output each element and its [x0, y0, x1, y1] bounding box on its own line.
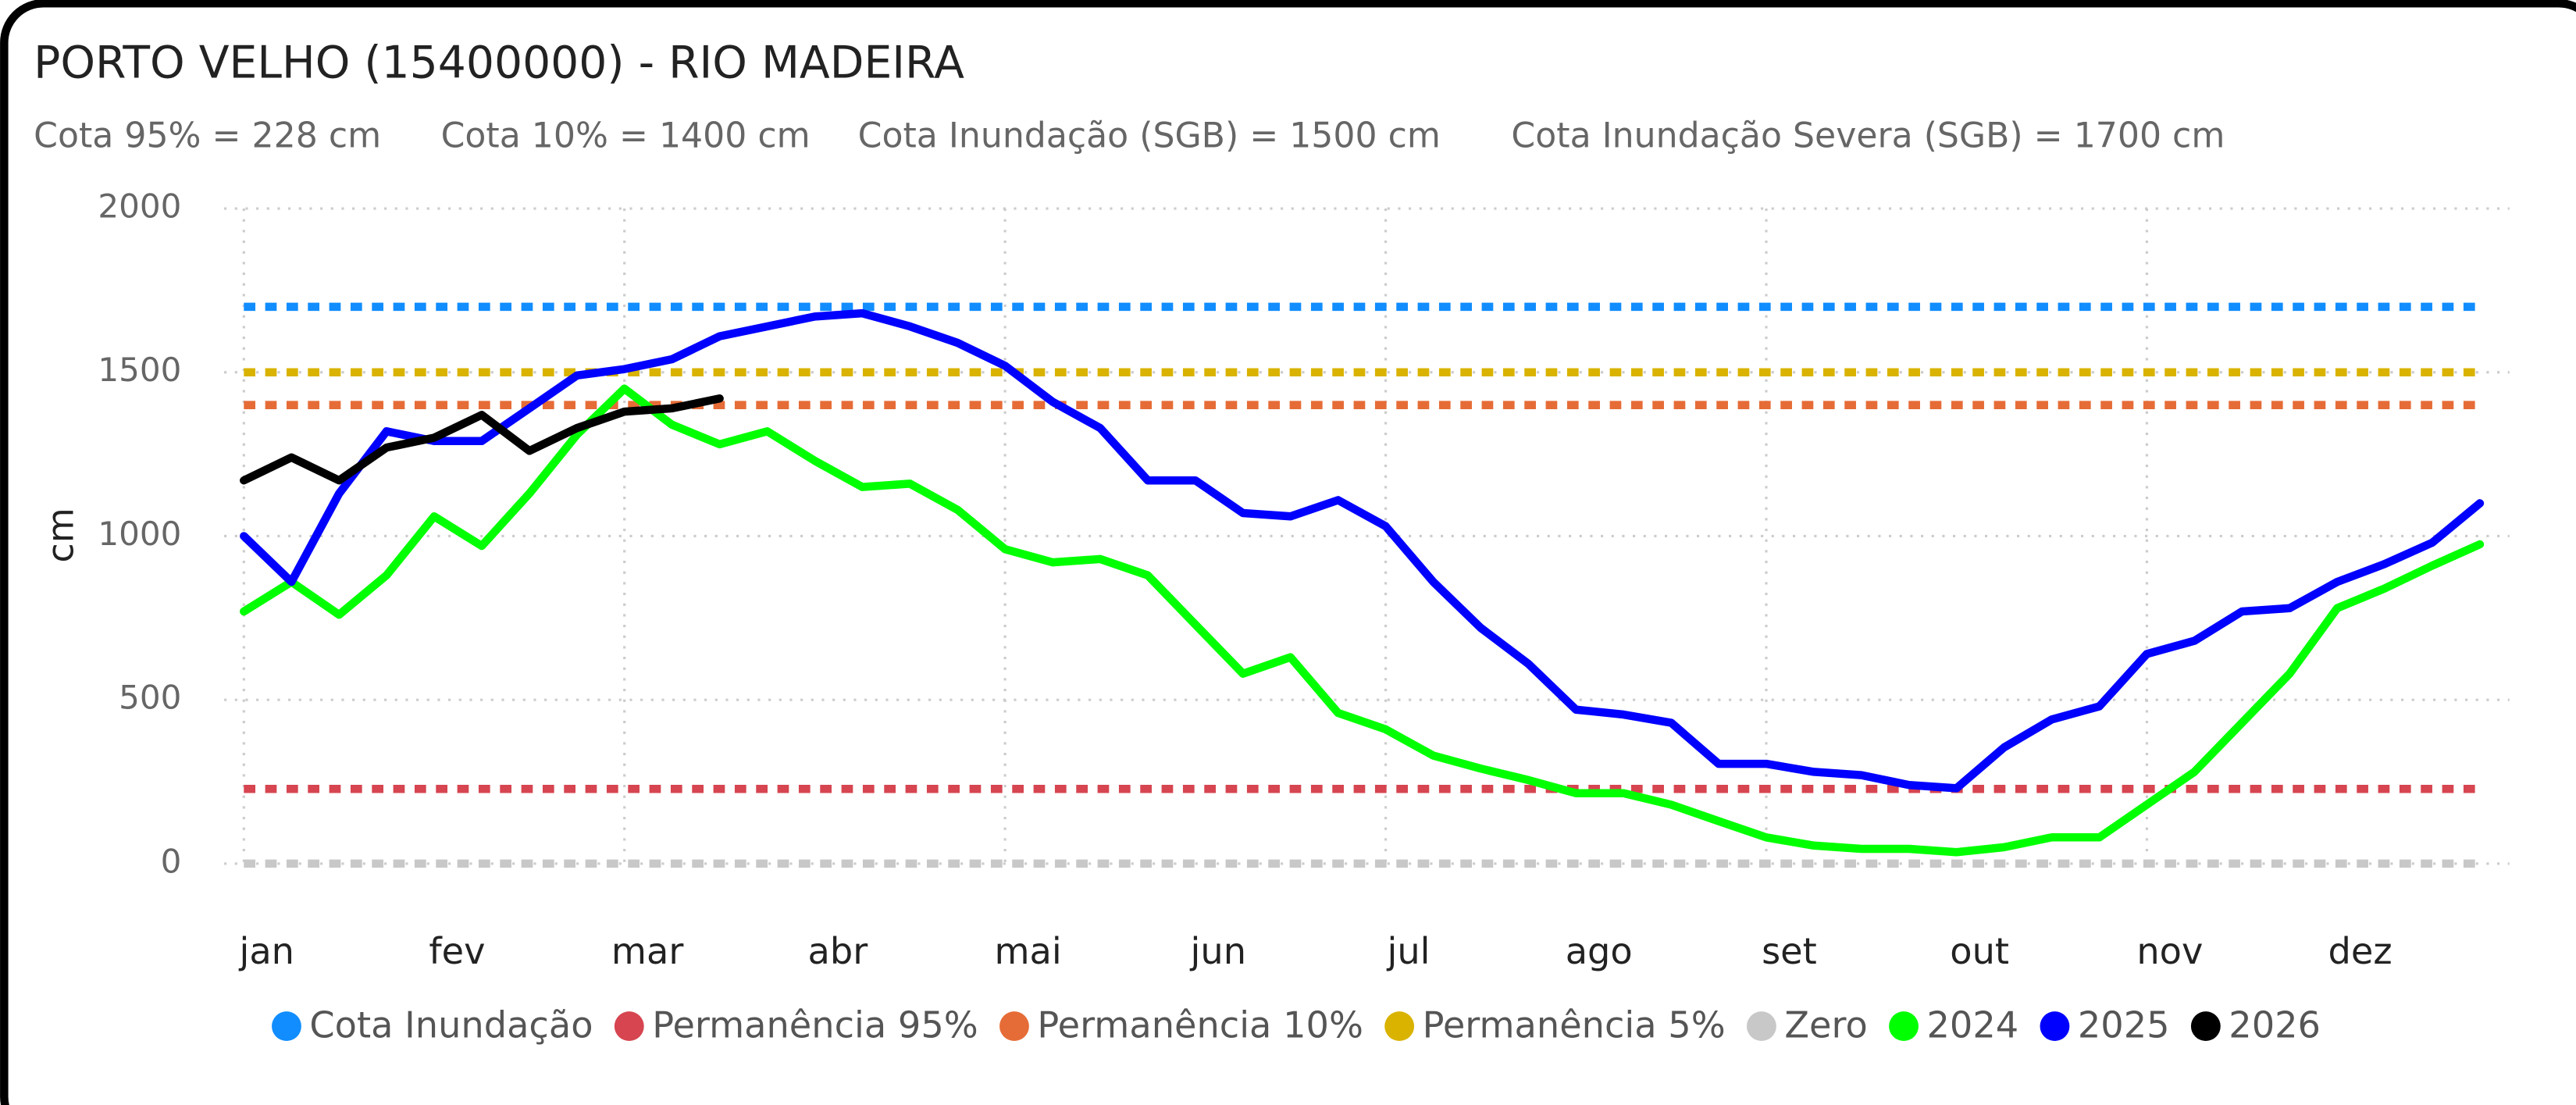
legend-marker[interactable]	[2040, 1011, 2070, 1042]
x-tick-label: abr	[808, 930, 869, 972]
y-tick-label: 1000	[98, 515, 181, 553]
x-tick-label: out	[1950, 930, 2009, 972]
x-tick-label: set	[1762, 930, 1817, 972]
x-tick-label: mar	[611, 930, 684, 972]
x-tick-label: dez	[2328, 930, 2393, 972]
legend-marker[interactable]	[1889, 1011, 1919, 1042]
legend-marker[interactable]	[2190, 1011, 2221, 1042]
x-tick-label: ago	[1566, 930, 1633, 972]
legend-marker[interactable]	[999, 1011, 1029, 1042]
y-tick-label: 0	[161, 842, 182, 880]
y-tick-label: 500	[119, 679, 181, 717]
legend-marker[interactable]	[272, 1011, 301, 1042]
legend-label[interactable]: Permanência 95%	[652, 1004, 978, 1046]
legend-label[interactable]: 2026	[2229, 1004, 2321, 1046]
series-line	[240, 394, 724, 485]
y-tick-label: 1500	[98, 351, 181, 389]
legend-label[interactable]: Permanência 10%	[1037, 1004, 1363, 1046]
series-line	[240, 308, 2485, 793]
legend-label[interactable]: 2025	[2078, 1004, 2170, 1046]
legend-marker[interactable]	[1747, 1011, 1776, 1042]
legend-marker[interactable]	[614, 1011, 644, 1042]
series-line	[240, 384, 2485, 857]
legend-label[interactable]: 2024	[1926, 1004, 2018, 1046]
y-tick-label: 2000	[98, 187, 181, 226]
y-axis-label: cm	[40, 508, 82, 562]
x-tick-label: nov	[2136, 930, 2203, 972]
legend-label[interactable]: Cota Inundação	[309, 1004, 593, 1046]
subtitle: Cota Inundação (SGB) = 1500 cm	[858, 116, 1441, 156]
x-tick-label: jun	[1190, 930, 1246, 972]
x-tick-label: jan	[238, 930, 294, 972]
subtitle: Cota Inundação Severa (SGB) = 1700 cm	[1511, 116, 2225, 156]
x-tick-label: jul	[1387, 930, 1431, 972]
x-tick-label: mai	[994, 930, 1061, 972]
x-tick-label: fev	[429, 930, 485, 972]
legend-label[interactable]: Zero	[1784, 1004, 1867, 1046]
legend-label[interactable]: Permanência 5%	[1423, 1004, 1726, 1046]
legend-marker[interactable]	[1384, 1011, 1415, 1042]
chart-title: PORTO VELHO (15400000) - RIO MADEIRA	[34, 37, 964, 89]
subtitle: Cota 10% = 1400 cm	[441, 116, 811, 156]
subtitle: Cota 95% = 228 cm	[34, 116, 381, 156]
